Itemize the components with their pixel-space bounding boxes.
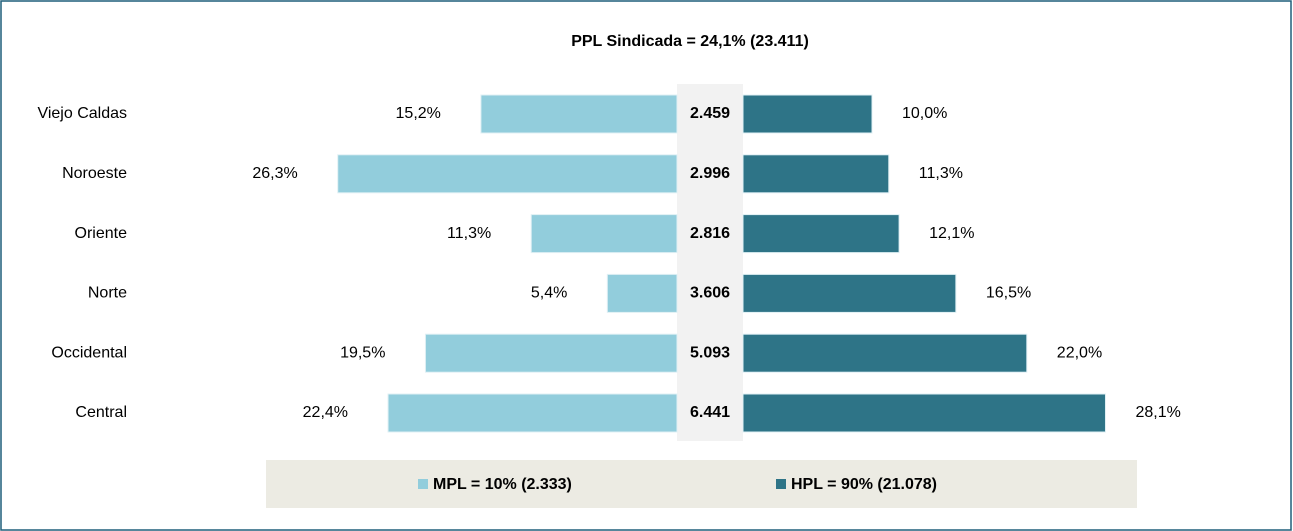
bar [530, 214, 678, 254]
total-label: 2.996 [690, 165, 730, 182]
center-strip [677, 84, 743, 441]
category-label: Oriente [75, 225, 128, 242]
bar [742, 333, 1028, 373]
value-label: 10,0% [902, 105, 947, 122]
value-label: 11,3% [919, 165, 963, 182]
chart-title: PPL Sindicada = 24,1% (23.411) [571, 33, 809, 50]
bar [742, 273, 957, 313]
value-label: 12,1% [929, 225, 974, 242]
bar [480, 94, 678, 134]
value-label: 22,0% [1057, 344, 1102, 361]
bar [424, 333, 678, 373]
total-label: 5.093 [690, 344, 730, 361]
bar [387, 393, 678, 433]
value-label: 28,1% [1135, 404, 1180, 421]
value-label: 5,4% [531, 285, 567, 302]
bar [606, 273, 678, 313]
total-label: 6.441 [690, 404, 730, 421]
legend-label: MPL = 10% (2.333) [433, 476, 572, 493]
category-label: Viejo Caldas [37, 105, 127, 122]
value-label: 26,3% [252, 165, 297, 182]
legend-swatch [776, 479, 786, 489]
value-label: 15,2% [396, 105, 441, 122]
category-label: Noroeste [62, 165, 127, 182]
bar [337, 154, 678, 194]
category-label: Central [75, 404, 127, 421]
value-label: 16,5% [986, 285, 1031, 302]
total-label: 2.459 [690, 105, 730, 122]
category-label: Norte [88, 285, 127, 302]
total-label: 3.606 [690, 285, 730, 302]
legend-label: HPL = 90% (21.078) [791, 476, 937, 493]
value-label: 22,4% [303, 404, 348, 421]
value-label: 11,3% [447, 225, 491, 242]
bar [742, 393, 1106, 433]
category-label: Occidental [51, 344, 127, 361]
bar [742, 154, 890, 194]
legend-box [266, 460, 1137, 508]
legend-swatch [418, 479, 428, 489]
value-label: 19,5% [340, 344, 385, 361]
bar [742, 214, 900, 254]
bar [742, 94, 873, 134]
total-label: 2.816 [690, 225, 730, 242]
